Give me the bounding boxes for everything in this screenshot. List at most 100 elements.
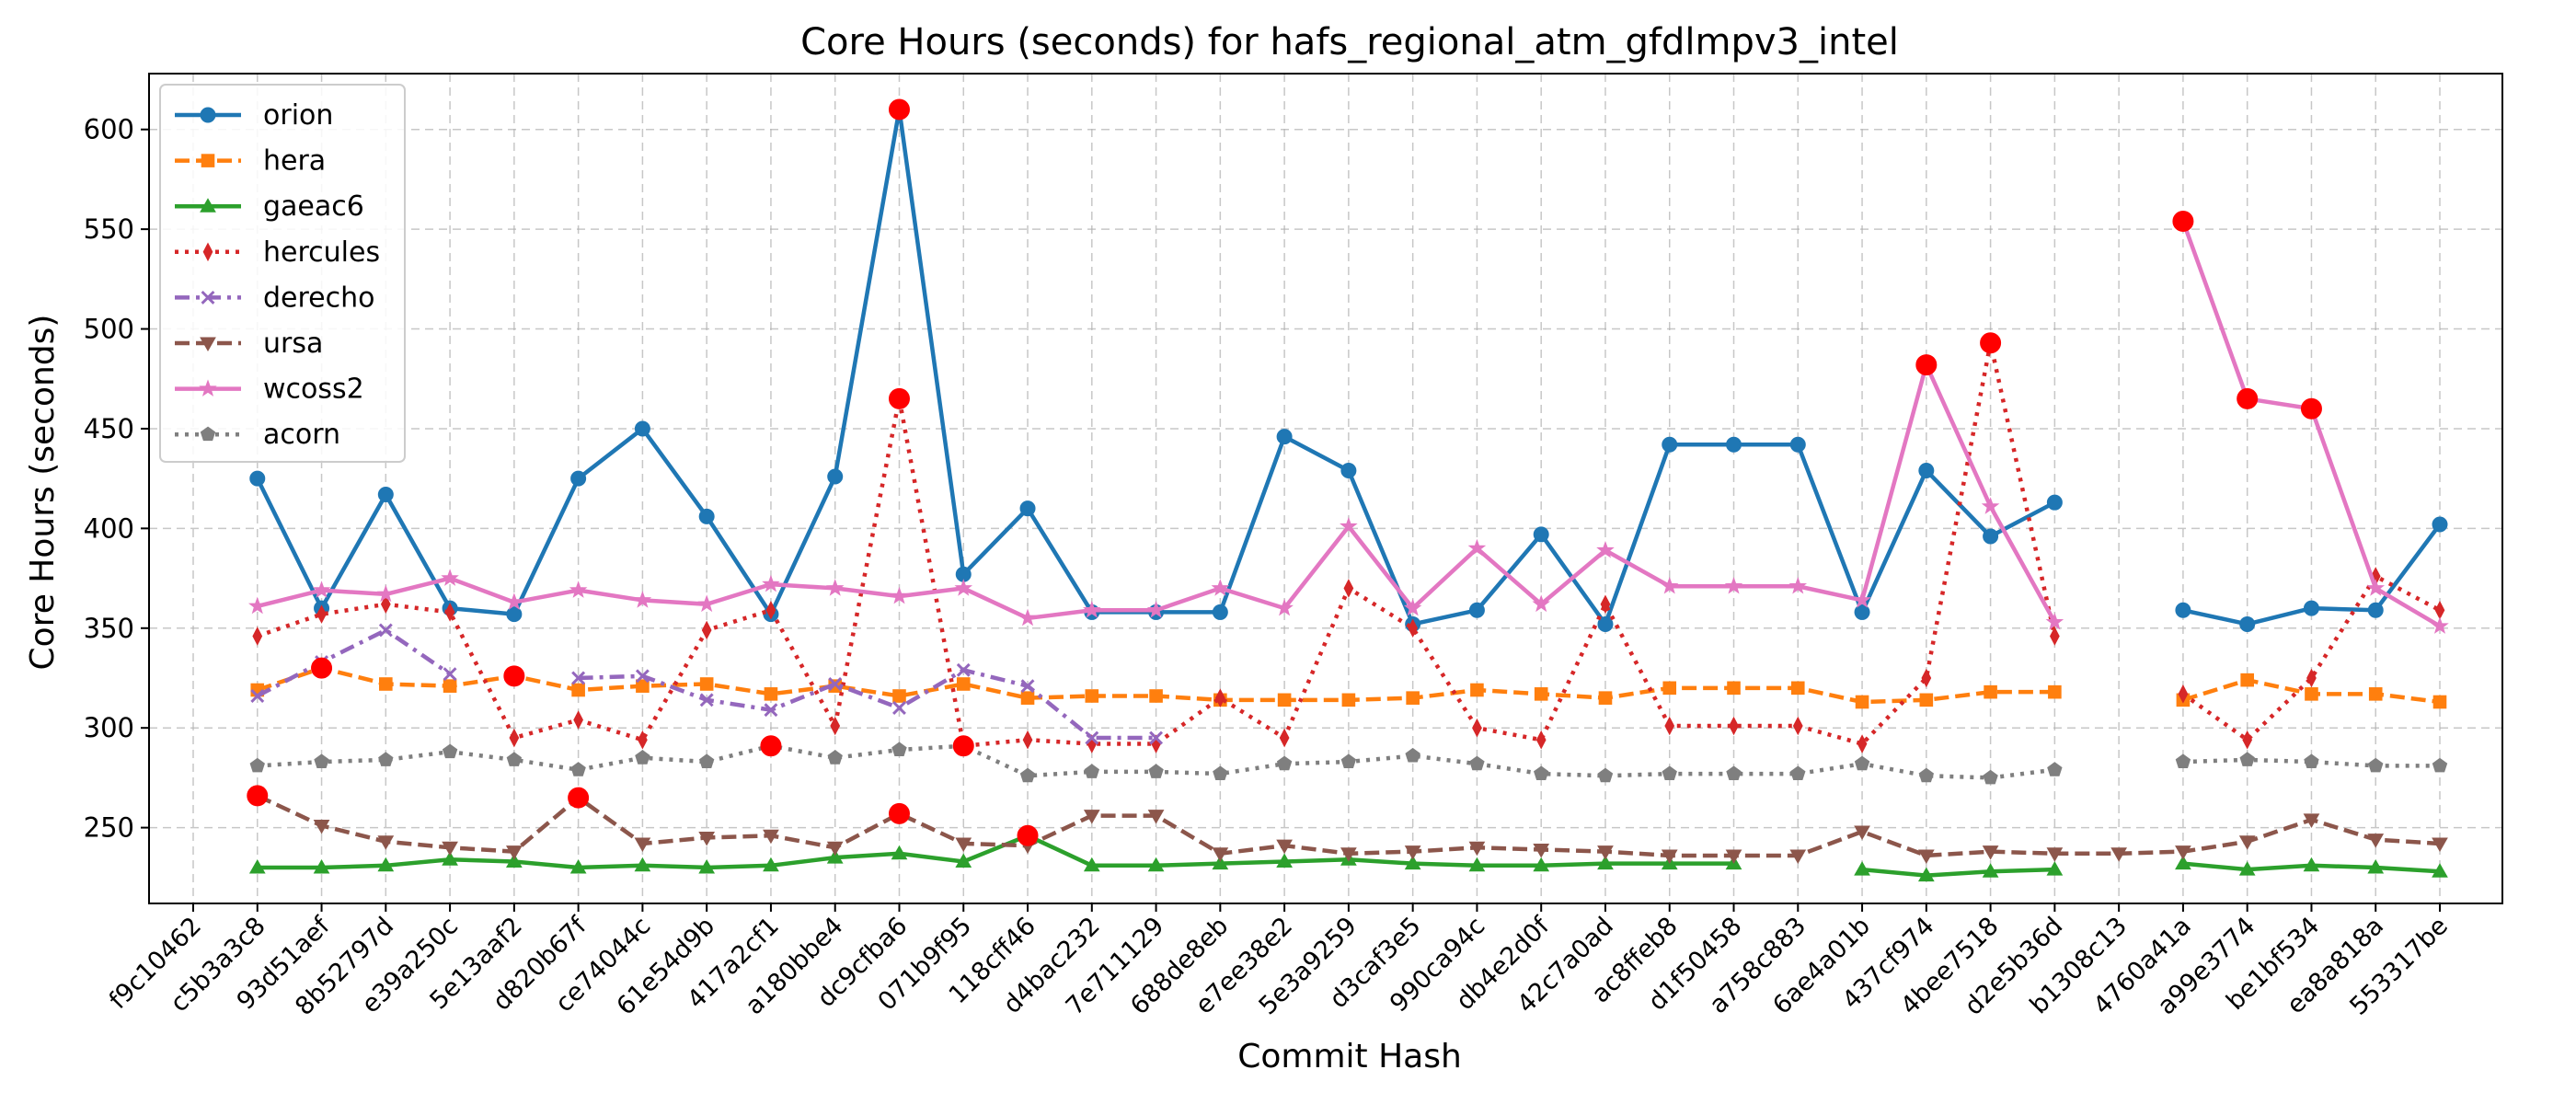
data-point-ursa — [1725, 849, 1742, 864]
data-point-ursa — [826, 841, 844, 857]
data-point-wcoss2 — [376, 584, 396, 603]
data-point-wcoss2 — [1596, 540, 1615, 558]
data-point-hercules — [1408, 618, 1419, 638]
data-point-gaeac6 — [377, 857, 395, 872]
data-point-hera — [636, 679, 650, 693]
data-point-gaeac6 — [2432, 863, 2448, 878]
legend-label: wcoss2 — [263, 374, 364, 406]
y-tick-label: 500 — [84, 314, 134, 345]
data-point-orion — [827, 468, 844, 485]
data-point-ursa — [1468, 841, 1486, 857]
data-point-ursa — [2367, 834, 2385, 848]
data-point-gaeac6 — [955, 853, 972, 868]
highlight-point — [888, 387, 910, 409]
data-point-hera — [1406, 691, 1420, 705]
data-point-ursa — [377, 835, 395, 850]
data-point-orion — [1340, 462, 1357, 478]
data-point-hercules — [1600, 594, 1611, 615]
data-point-orion — [1276, 429, 1293, 445]
series-line-derecho — [256, 627, 452, 698]
data-point-gaeac6 — [1147, 857, 1165, 872]
axis-layer: f9c10462c5b3a3c893d51aef8b52797de39a250c… — [84, 114, 2454, 1021]
data-point-wcoss2 — [1340, 516, 1358, 535]
data-point-wcoss2 — [2431, 616, 2449, 634]
data-point-derecho — [1085, 730, 1099, 745]
highlight-point — [1017, 824, 1039, 846]
data-point-orion — [2367, 602, 2384, 618]
data-point-wcoss2 — [825, 579, 845, 596]
data-point-hercules — [1343, 579, 1354, 598]
data-point-derecho — [956, 662, 971, 677]
data-point-orion — [1854, 604, 1870, 620]
data-point-wcoss2 — [2366, 579, 2386, 596]
data-point-acorn — [2175, 753, 2191, 769]
data-point-hera — [1085, 689, 1099, 703]
data-point-acorn — [1726, 765, 1742, 781]
data-point-hercules — [1792, 716, 1803, 736]
legend-item-hercules: hercules — [175, 236, 380, 269]
data-point-gaeac6 — [2046, 861, 2064, 876]
data-point-gaeac6 — [1597, 855, 1614, 870]
data-point-ursa — [1917, 849, 1935, 864]
y-tick-label: 350 — [84, 613, 134, 644]
data-point-hera — [1984, 684, 1997, 699]
data-point-orion — [1019, 500, 1036, 517]
legend-box — [159, 84, 406, 463]
data-point-ursa — [313, 819, 330, 834]
highlight-point — [2172, 210, 2194, 232]
data-point-ursa — [955, 837, 972, 852]
plot-frame — [148, 73, 2503, 904]
data-point-hercules — [316, 604, 327, 624]
data-point-hera — [1662, 681, 1677, 696]
data-point-hera — [1790, 681, 1805, 696]
y-tick-label: 600 — [84, 114, 134, 145]
data-point-derecho — [378, 623, 393, 638]
series-gaeac6 — [248, 827, 2448, 882]
data-point-acorn — [506, 752, 523, 766]
data-point-acorn — [570, 762, 586, 776]
highlight-point — [568, 787, 590, 809]
legend-item-acorn: acorn — [175, 419, 340, 451]
data-point-ursa — [2110, 847, 2128, 862]
series-line-hercules — [2181, 574, 2442, 742]
data-point-hercules — [1472, 718, 1482, 738]
data-point-orion — [1597, 615, 1614, 632]
data-point-orion — [1789, 436, 1806, 453]
data-point-gaeac6 — [505, 853, 523, 868]
data-point-wcoss2 — [1211, 579, 1230, 596]
data-point-hera — [1727, 681, 1741, 696]
data-point-hera — [2432, 695, 2447, 709]
data-point-wcoss2 — [1146, 600, 1166, 618]
data-point-ursa — [698, 831, 716, 846]
data-point-ursa — [1276, 839, 1293, 855]
data-point-ursa — [2238, 835, 2256, 850]
data-point-derecho — [828, 677, 843, 691]
data-point-gaeac6 — [1083, 857, 1100, 872]
data-point-gaeac6 — [1276, 853, 1293, 868]
data-point-wcoss2 — [1018, 608, 1037, 627]
data-point-hera — [443, 679, 457, 693]
data-point-gaeac6 — [442, 851, 458, 866]
data-point-acorn — [1213, 765, 1228, 781]
data-point-hera — [1149, 689, 1163, 703]
legend-marker — [201, 154, 215, 167]
data-point-acorn — [2432, 757, 2448, 773]
data-point-derecho — [443, 667, 457, 682]
data-point-gaeac6 — [2303, 857, 2320, 872]
highlight-point — [247, 785, 269, 807]
legend-label: gaeac6 — [263, 190, 364, 223]
data-point-gaeac6 — [826, 849, 844, 864]
data-point-wcoss2 — [890, 586, 909, 604]
data-point-orion — [698, 508, 715, 524]
data-point-orion — [2046, 494, 2063, 511]
data-point-gaeac6 — [1533, 857, 1550, 872]
highlight-point — [2237, 387, 2259, 409]
highlight-point — [888, 98, 910, 121]
legend-marker — [200, 107, 216, 123]
data-point-ursa — [1789, 849, 1807, 864]
data-point-gaeac6 — [1982, 863, 1999, 878]
series-hera — [250, 661, 2447, 709]
y-tick-label: 300 — [84, 712, 134, 743]
data-point-hera — [892, 689, 906, 703]
